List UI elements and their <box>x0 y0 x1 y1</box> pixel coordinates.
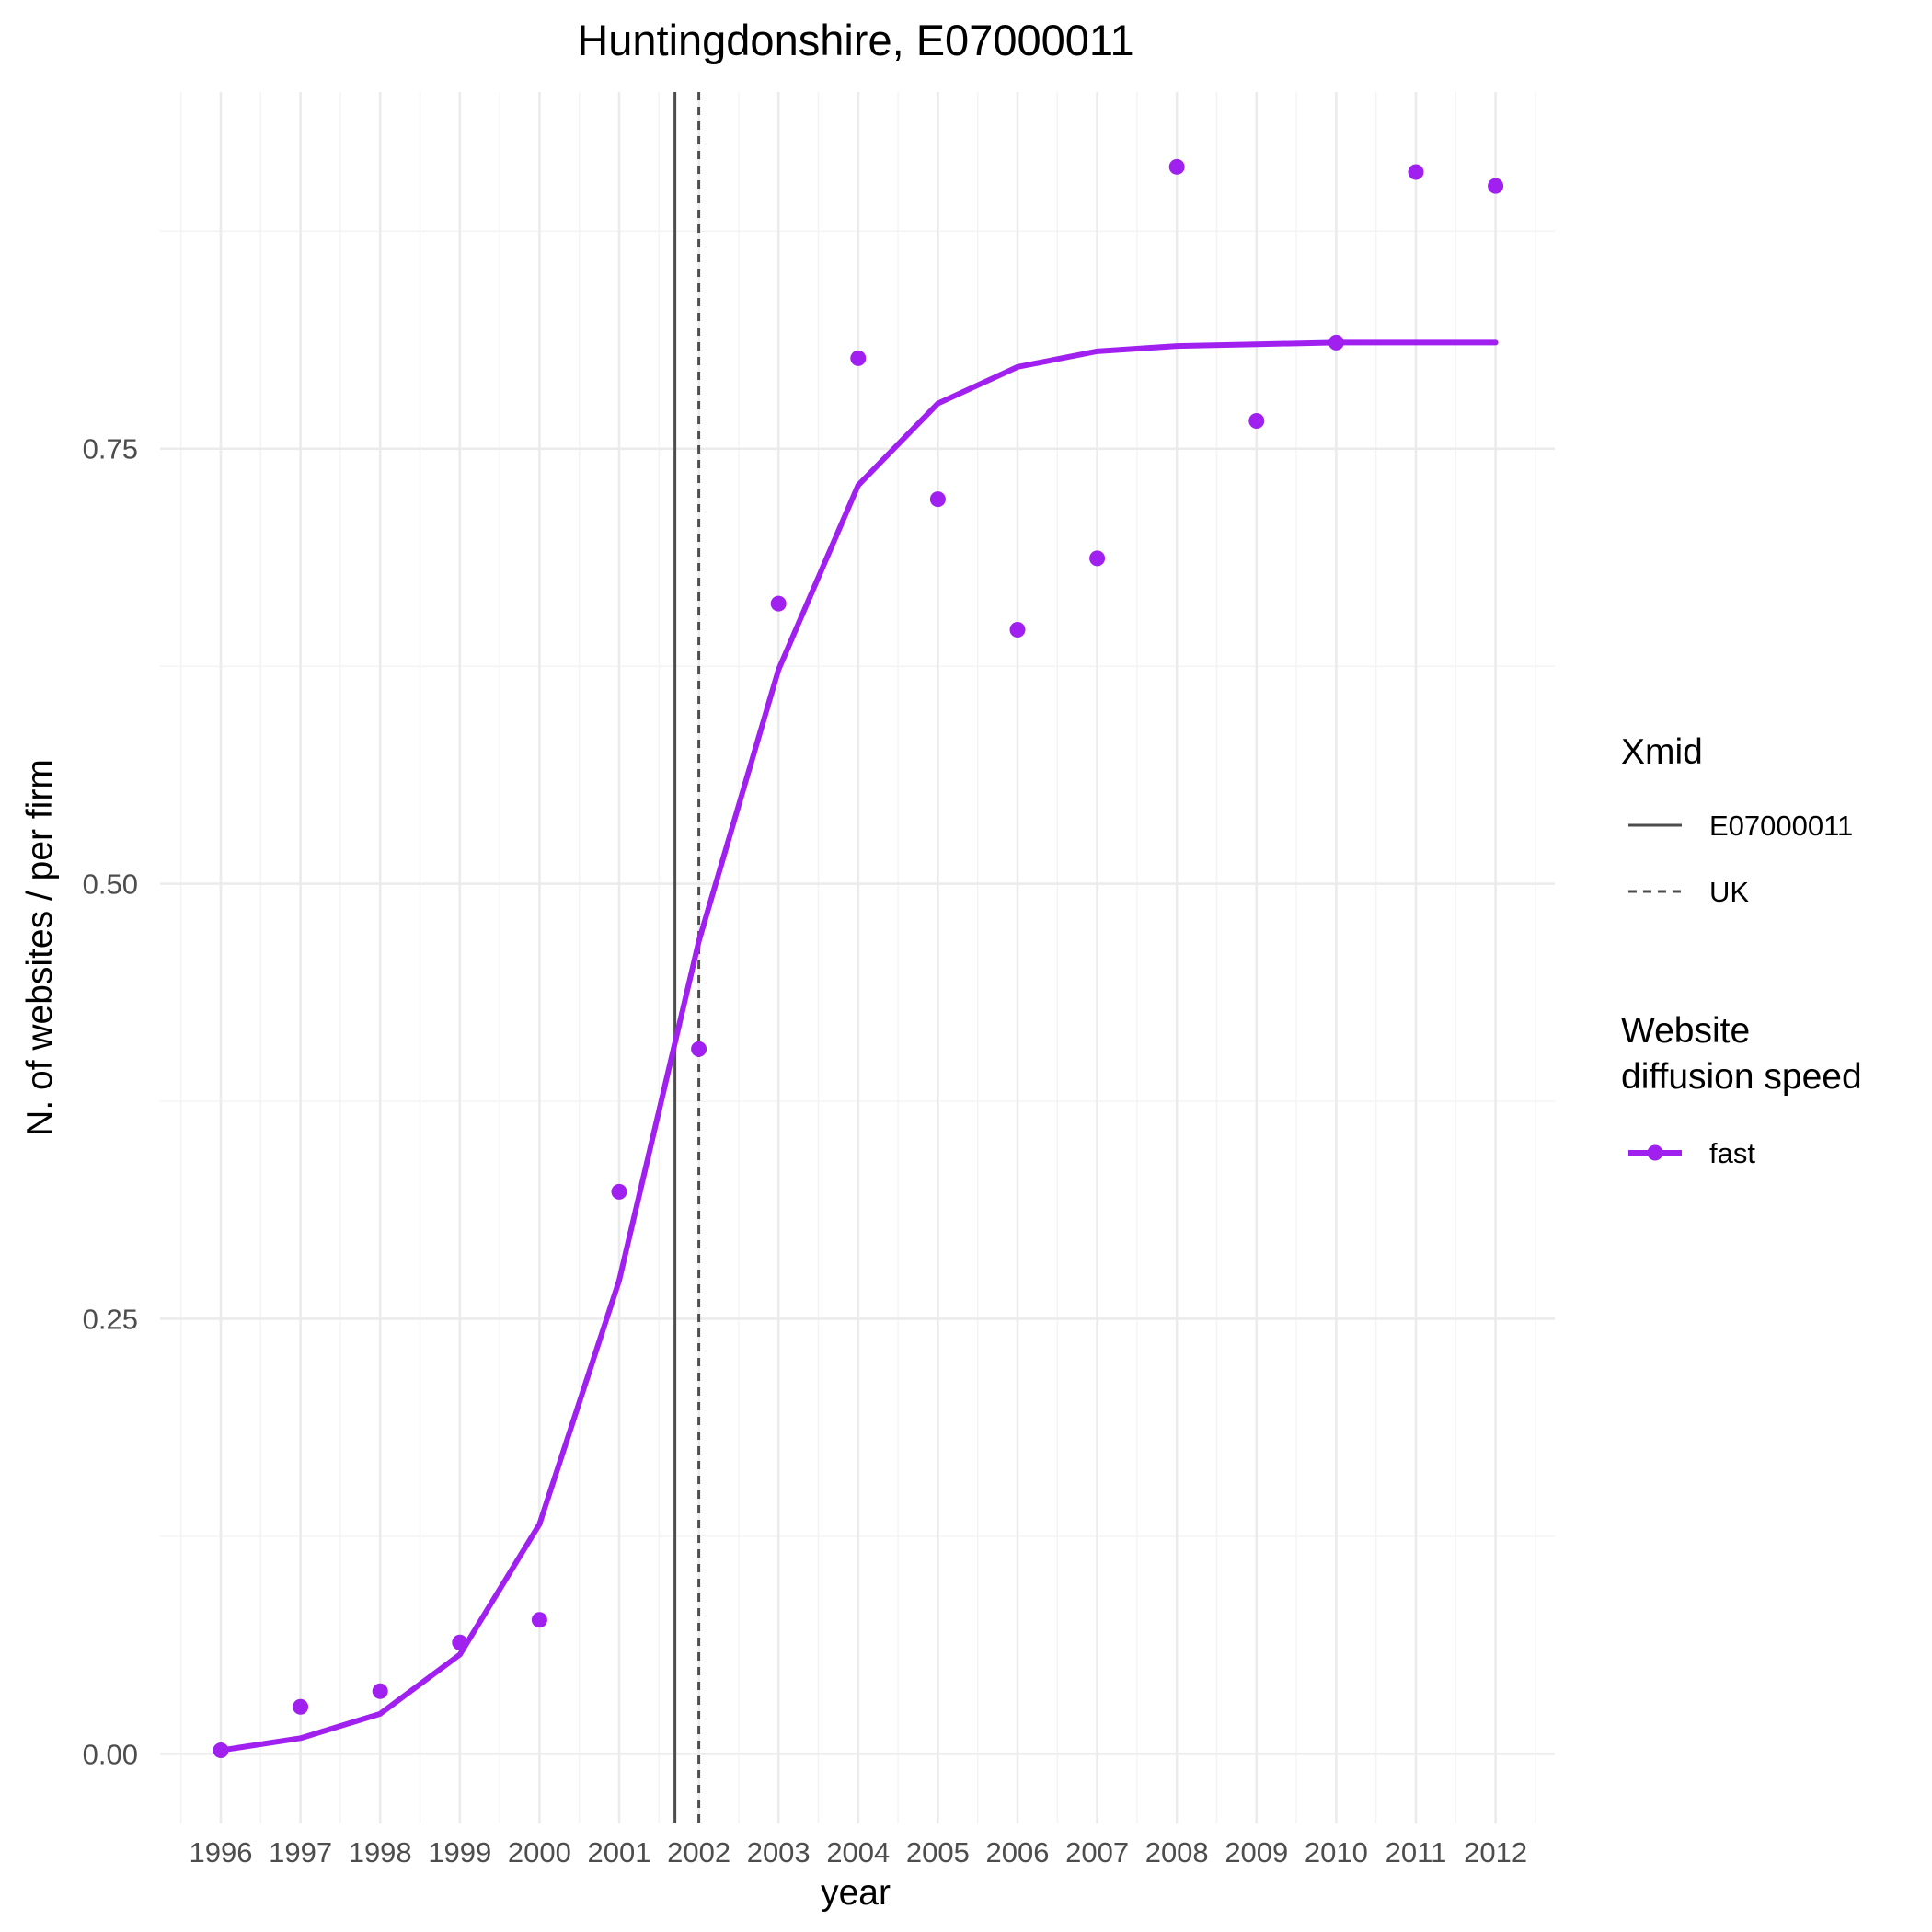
x-tick-label: 2004 <box>826 1836 890 1869</box>
y-tick-label: 0.50 <box>83 868 138 901</box>
x-tick-label: 1996 <box>190 1836 253 1869</box>
legend-title-line-1: Website <box>1621 1011 1750 1051</box>
x-tick-label: 2001 <box>588 1836 651 1869</box>
x-tick-label: 1997 <box>269 1836 332 1869</box>
x-tick-label: 2005 <box>906 1836 970 1869</box>
data-point-2008 <box>1168 158 1185 175</box>
data-point-1997 <box>293 1698 309 1715</box>
legend-label-fast: fast <box>1709 1137 1755 1169</box>
data-point-2000 <box>531 1612 547 1628</box>
data-point-2012 <box>1488 178 1504 194</box>
y-axis-tick-labels: 0.00 0.25 0.50 0.75 <box>83 433 138 1771</box>
x-tick-label: 2000 <box>508 1836 571 1869</box>
x-tick-label: 1998 <box>349 1836 412 1869</box>
x-tick-label: 1999 <box>428 1836 491 1869</box>
chart-title: Huntingdonshire, E07000011 <box>577 16 1133 64</box>
legend-title-line-2: diffusion speed <box>1621 1057 1862 1097</box>
y-axis-title: N. of websites / per firm <box>20 759 60 1136</box>
data-point-1998 <box>372 1683 388 1699</box>
data-point-2010 <box>1328 334 1344 351</box>
x-tick-label: 2012 <box>1464 1836 1527 1869</box>
series-line-fast <box>218 339 1499 1754</box>
data-point-2007 <box>1089 550 1106 567</box>
legend: Xmid E07000011 UK Website diffusion spee… <box>1621 732 1862 1169</box>
legend-title-xmid: Xmid <box>1621 732 1703 772</box>
x-tick-label: 2011 <box>1386 1836 1447 1869</box>
data-point-2002 <box>691 1041 707 1057</box>
legend-label-uk: UK <box>1709 876 1749 908</box>
data-point-2005 <box>929 491 946 508</box>
data-point-1999 <box>452 1634 468 1650</box>
x-axis-title: year <box>821 1873 891 1913</box>
legend-label-e07000011: E07000011 <box>1709 810 1853 842</box>
data-point-2001 <box>611 1183 627 1200</box>
data-point-1996 <box>213 1742 229 1759</box>
data-point-2004 <box>850 350 867 366</box>
grid <box>160 92 1555 1823</box>
data-point-2011 <box>1408 164 1424 180</box>
y-tick-label: 0.75 <box>83 433 138 466</box>
series <box>213 158 1504 1759</box>
x-tick-label: 2006 <box>986 1836 1050 1869</box>
reference-lines <box>673 92 701 1823</box>
legend-key-fast-point <box>1647 1144 1663 1161</box>
x-tick-label: 2003 <box>747 1836 811 1869</box>
x-tick-label: 2002 <box>667 1836 730 1869</box>
y-tick-label: 0.00 <box>83 1738 138 1770</box>
data-point-2006 <box>1009 621 1026 638</box>
x-tick-label: 2008 <box>1145 1836 1209 1869</box>
x-axis-tick-labels: 1996 1997 1998 1999 2000 2001 2002 2003 2004 2005… <box>190 1836 1528 1869</box>
data-point-2003 <box>770 595 787 612</box>
y-tick-label: 0.25 <box>83 1303 138 1335</box>
data-point-2009 <box>1248 412 1265 429</box>
x-tick-label: 2009 <box>1225 1836 1288 1869</box>
x-tick-label: 2010 <box>1305 1836 1368 1869</box>
x-tick-label: 2007 <box>1065 1836 1129 1869</box>
